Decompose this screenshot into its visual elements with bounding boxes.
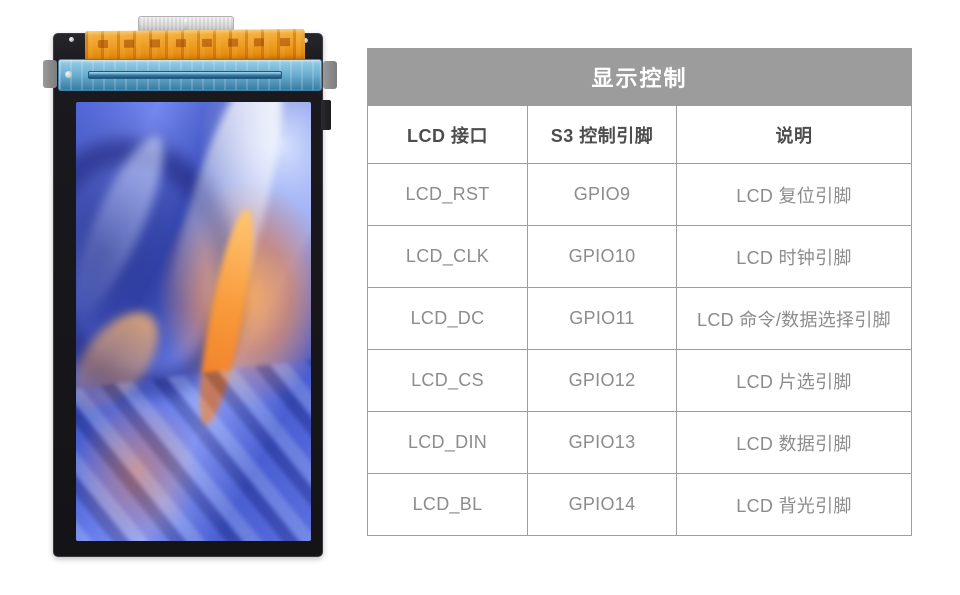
- lcd-module-photo: [43, 14, 337, 560]
- table-row: LCD_BL GPIO14 LCD 背光引脚: [367, 473, 913, 536]
- cell-interface: LCD_BL: [367, 473, 528, 536]
- cell-pin: GPIO14: [527, 473, 677, 536]
- cell-description: LCD 命令/数据选择引脚: [675, 287, 913, 350]
- wallpaper-orange-streak: [189, 206, 264, 428]
- cell-pin: GPIO9: [527, 163, 677, 226]
- cell-interface: LCD_RST: [367, 163, 528, 226]
- right-mount-tab: [323, 61, 337, 89]
- cell-interface: LCD_DIN: [367, 411, 528, 474]
- wallpaper-gloss-streak: [138, 102, 306, 405]
- orange-flex-cable: [84, 28, 306, 64]
- cell-description: LCD 数据引脚: [675, 411, 913, 474]
- table-header-row: LCD 接口 S3 控制引脚 说明: [367, 105, 913, 164]
- right-side-tab: [321, 100, 331, 130]
- table-row: LCD_DC GPIO11 LCD 命令/数据选择引脚: [367, 287, 913, 350]
- cell-description: LCD 时钟引脚: [675, 225, 913, 288]
- table-title: 显示控制: [366, 48, 913, 106]
- cell-pin: GPIO13: [527, 411, 677, 474]
- table-row: LCD_CS GPIO12 LCD 片选引脚: [367, 349, 913, 412]
- column-header-description: 说明: [675, 105, 913, 164]
- wallpaper-gloss-streak: [76, 127, 180, 323]
- table-title-row: 显示控制: [366, 48, 913, 106]
- cell-pin: GPIO11: [527, 287, 677, 350]
- cell-description: LCD 片选引脚: [675, 349, 913, 412]
- screw-icon: [65, 71, 72, 78]
- cell-interface: LCD_CS: [367, 349, 528, 412]
- cell-interface: LCD_CLK: [367, 225, 528, 288]
- table-row: LCD_CLK GPIO10 LCD 时钟引脚: [367, 225, 913, 288]
- wallpaper-orange-streak: [76, 297, 176, 425]
- cell-pin: GPIO12: [527, 349, 677, 412]
- lcd-screen: [76, 102, 311, 541]
- column-header-lcd-interface: LCD 接口: [367, 105, 528, 164]
- cell-interface: LCD_DC: [367, 287, 528, 350]
- screw-icon: [69, 37, 74, 42]
- cell-description: LCD 背光引脚: [675, 473, 913, 536]
- wallpaper-ring: [76, 116, 270, 422]
- screw-icon: [303, 38, 308, 43]
- wallpaper-ribbons: [76, 356, 311, 541]
- connector-slot: [87, 71, 282, 80]
- cell-description: LCD 复位引脚: [675, 163, 913, 226]
- display-control-table: 显示控制 LCD 接口 S3 控制引脚 说明 LCD_RST GPIO9 LCD…: [366, 48, 913, 536]
- left-mount-tab: [43, 60, 57, 88]
- cell-pin: GPIO10: [527, 225, 677, 288]
- table-row: LCD_RST GPIO9 LCD 复位引脚: [367, 163, 913, 226]
- column-header-s3-pin: S3 控制引脚: [527, 105, 677, 164]
- blue-connector-strip: [58, 59, 322, 91]
- table-row: LCD_DIN GPIO13 LCD 数据引脚: [367, 411, 913, 474]
